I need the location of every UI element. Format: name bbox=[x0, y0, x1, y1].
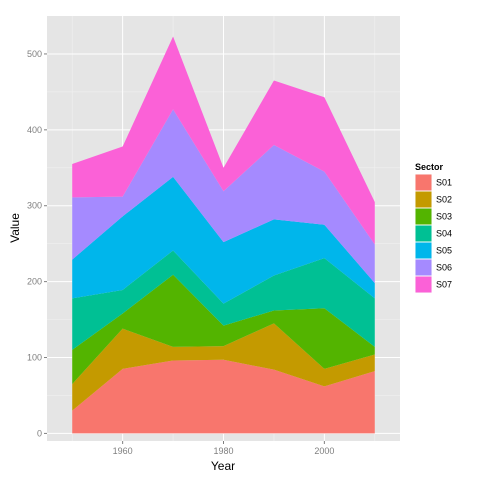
legend-label-s06: S06 bbox=[436, 263, 452, 273]
x-tick-label: 2000 bbox=[314, 446, 334, 456]
y-axis-title: Value bbox=[8, 213, 22, 243]
legend-label-s04: S04 bbox=[436, 229, 452, 239]
y-axis-ticks: 0 100 200 300 400 500 bbox=[27, 49, 47, 438]
y-tick-label: 0 bbox=[37, 428, 42, 438]
legend-items: S01 S02 S03 S04 S05 S06 S07 bbox=[414, 173, 452, 294]
y-tick-label: 100 bbox=[27, 353, 42, 363]
x-axis-title: Year bbox=[211, 459, 235, 473]
legend-title: Sector bbox=[415, 162, 444, 172]
area-series-s07 bbox=[72, 36, 375, 245]
y-tick-label: 400 bbox=[27, 125, 42, 135]
legend-label-s02: S02 bbox=[436, 195, 452, 205]
x-axis-ticks: 1960 1980 2000 bbox=[113, 441, 334, 456]
y-tick-label: 200 bbox=[27, 277, 42, 287]
area-series-s03 bbox=[72, 274, 375, 385]
legend-swatch-s04 bbox=[415, 225, 432, 242]
x-tick-label: 1960 bbox=[113, 446, 133, 456]
legend-swatch-s03 bbox=[415, 208, 432, 225]
area-series-s04 bbox=[72, 250, 375, 350]
legend-label-s03: S03 bbox=[436, 212, 452, 222]
legend: Sector S01 S02 S03 S04 S05 S06 S07 bbox=[414, 162, 452, 294]
y-tick-label: 500 bbox=[27, 49, 42, 59]
area-layers bbox=[72, 36, 375, 434]
area-series-s01 bbox=[72, 359, 375, 434]
legend-label-s05: S05 bbox=[436, 246, 452, 256]
legend-label-s01: S01 bbox=[436, 178, 452, 188]
y-tick-label: 300 bbox=[27, 201, 42, 211]
x-tick-label: 1980 bbox=[213, 446, 233, 456]
legend-swatch-s02 bbox=[415, 191, 432, 208]
legend-swatch-s05 bbox=[415, 242, 432, 259]
legend-swatch-s07 bbox=[415, 276, 432, 293]
legend-swatch-s06 bbox=[415, 259, 432, 276]
area-series-s02 bbox=[72, 323, 375, 411]
area-series-s05 bbox=[72, 176, 375, 304]
area-series-s06 bbox=[72, 109, 375, 284]
legend-label-s07: S07 bbox=[436, 280, 452, 290]
legend-swatch-s01 bbox=[415, 174, 432, 191]
